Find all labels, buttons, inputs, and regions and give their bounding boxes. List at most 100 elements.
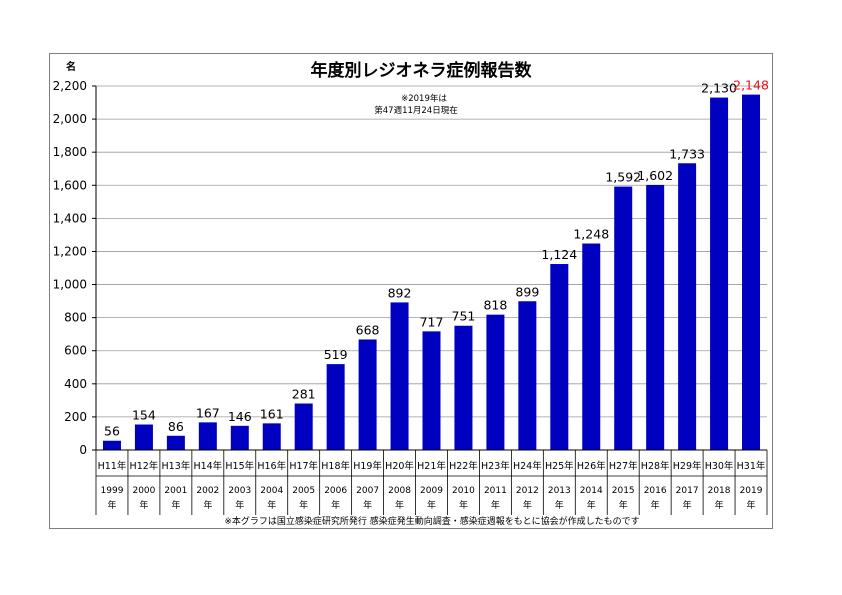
data-label: 717 (420, 314, 444, 329)
x-tick-label-year-suffix: 年 (203, 499, 212, 511)
bar (646, 184, 665, 450)
data-labels: 56 154 86 167 146 161 281 519 668 892 717 751 818 899… (104, 78, 769, 439)
x-tick-label-year-suffix: 年 (107, 499, 116, 511)
data-label: 56 (104, 424, 120, 439)
bar (518, 301, 537, 450)
data-label: 1,124 (541, 247, 577, 262)
x-tick-label-era: H15年 (225, 460, 254, 472)
x-tick-label-year-suffix: 年 (587, 499, 596, 511)
data-label: 1,602 (637, 168, 673, 183)
bar (198, 422, 217, 450)
data-label: 751 (452, 309, 476, 324)
x-tick-label-year-suffix: 年 (619, 499, 628, 511)
x-tick-label-era: H21年 (417, 460, 446, 472)
x-tick-label-era: H30年 (705, 460, 734, 472)
x-tick-label-year: 2001 (164, 486, 187, 496)
data-label: 818 (483, 298, 507, 313)
x-tick-label-year: 2009 (420, 486, 443, 496)
bar (390, 302, 409, 450)
bar (614, 186, 633, 450)
y-tick-label: 0 (79, 443, 87, 457)
data-label: 899 (515, 284, 539, 299)
bar (678, 163, 697, 450)
x-tick-label-year: 2015 (612, 486, 635, 496)
x-tick-label-year-suffix: 年 (139, 499, 148, 511)
source-note: ※本グラフは国立感染症研究所発行 感染症発生動向調査・感染症週報をもとに協会が作… (224, 515, 639, 527)
bar (262, 423, 281, 450)
x-tick-label-year: 2012 (516, 486, 539, 496)
x-tick-label-year: 2005 (292, 486, 315, 496)
y-tick-label: 800 (64, 311, 87, 325)
bar (326, 364, 345, 450)
x-tick-label-year-suffix: 年 (459, 499, 468, 511)
data-label: 668 (356, 322, 380, 337)
x-tick-label-era: H27年 (609, 460, 638, 472)
x-tick-label-year-suffix: 年 (523, 499, 532, 511)
y-tick-label: 600 (64, 344, 87, 358)
x-tick-label-year: 2006 (324, 486, 347, 496)
x-tick-label-year-suffix: 年 (427, 499, 436, 511)
bar (294, 403, 313, 450)
data-label: 1,592 (605, 170, 641, 185)
x-tick-label-era: H22年 (449, 460, 478, 472)
x-tick-label-era: H20年 (385, 460, 414, 472)
y-tick-label: 200 (64, 410, 87, 424)
bar (134, 424, 153, 450)
bar (582, 243, 601, 450)
x-tick-label-year: 2014 (580, 486, 603, 496)
data-label: 167 (196, 405, 220, 420)
x-tick-label-year: 2016 (644, 486, 667, 496)
x-tick-label-year-suffix: 年 (555, 499, 564, 511)
data-label: 2,148 (733, 78, 769, 93)
x-tick-label-year: 2017 (676, 486, 699, 496)
y-unit-label: 名 (66, 60, 76, 73)
bar (454, 325, 473, 450)
data-label: 1,733 (669, 146, 705, 161)
chart-title: 年度別レジオネラ症例報告数 (311, 60, 533, 81)
x-tick-label-year-suffix: 年 (395, 499, 404, 511)
note-line-1: ※2019年は (401, 93, 447, 104)
bar (166, 435, 185, 450)
y-tick-label: 1,000 (53, 278, 87, 292)
x-tick-label-year: 2008 (388, 486, 411, 496)
x-tick-label-era: H26年 (577, 460, 606, 472)
x-tick-label-era: H25年 (545, 460, 574, 472)
x-tick-label-year: 2019 (740, 486, 763, 496)
y-axis-ticks: 0 200 400 600 800 1,000 1,200 1,400 1,600 1,800 2,… (53, 79, 96, 457)
data-label: 519 (324, 347, 348, 362)
bar (422, 331, 441, 450)
y-tick-label: 1,800 (53, 145, 87, 159)
x-tick-label-year-suffix: 年 (491, 499, 500, 511)
data-label: 281 (292, 387, 316, 402)
x-tick-label-year: 2002 (196, 486, 219, 496)
x-tick-label-year: 2004 (260, 486, 283, 496)
y-tick-label: 2,000 (53, 112, 87, 126)
x-tick-label-year: 1999 (101, 486, 124, 496)
bar (358, 339, 377, 450)
x-tick-label-year-suffix: 年 (171, 499, 180, 511)
bar (710, 97, 729, 450)
bar (550, 264, 569, 450)
x-tick-label-year: 2003 (228, 486, 251, 496)
bar (102, 440, 121, 450)
x-tick-label-year: 2007 (356, 486, 379, 496)
x-tick-label-era: H23年 (481, 460, 510, 472)
x-tick-label-era: H29年 (673, 460, 702, 472)
x-tick-label-era: H17年 (289, 460, 318, 472)
x-tick-label-year-suffix: 年 (267, 499, 276, 511)
bar (230, 425, 249, 450)
y-tick-label: 1,400 (53, 211, 87, 225)
x-tick-label-era: H28年 (641, 460, 670, 472)
axes (95, 86, 767, 451)
data-label: 892 (388, 285, 412, 300)
data-label: 1,248 (573, 227, 609, 242)
x-tick-label-era: H16年 (257, 460, 286, 472)
x-tick-label-era: H31年 (737, 460, 766, 472)
x-tick-label-era: H18年 (321, 460, 350, 472)
y-tick-label: 400 (64, 377, 87, 391)
x-tick-label-year-suffix: 年 (235, 499, 244, 511)
x-tick-label-year-suffix: 年 (331, 499, 340, 511)
category-table: H11年 1999 年 H12年 2000 年 H13年 2001 年 H14年 2002 年 H15年… (95, 450, 768, 515)
x-tick-label-year: 2018 (708, 486, 731, 496)
